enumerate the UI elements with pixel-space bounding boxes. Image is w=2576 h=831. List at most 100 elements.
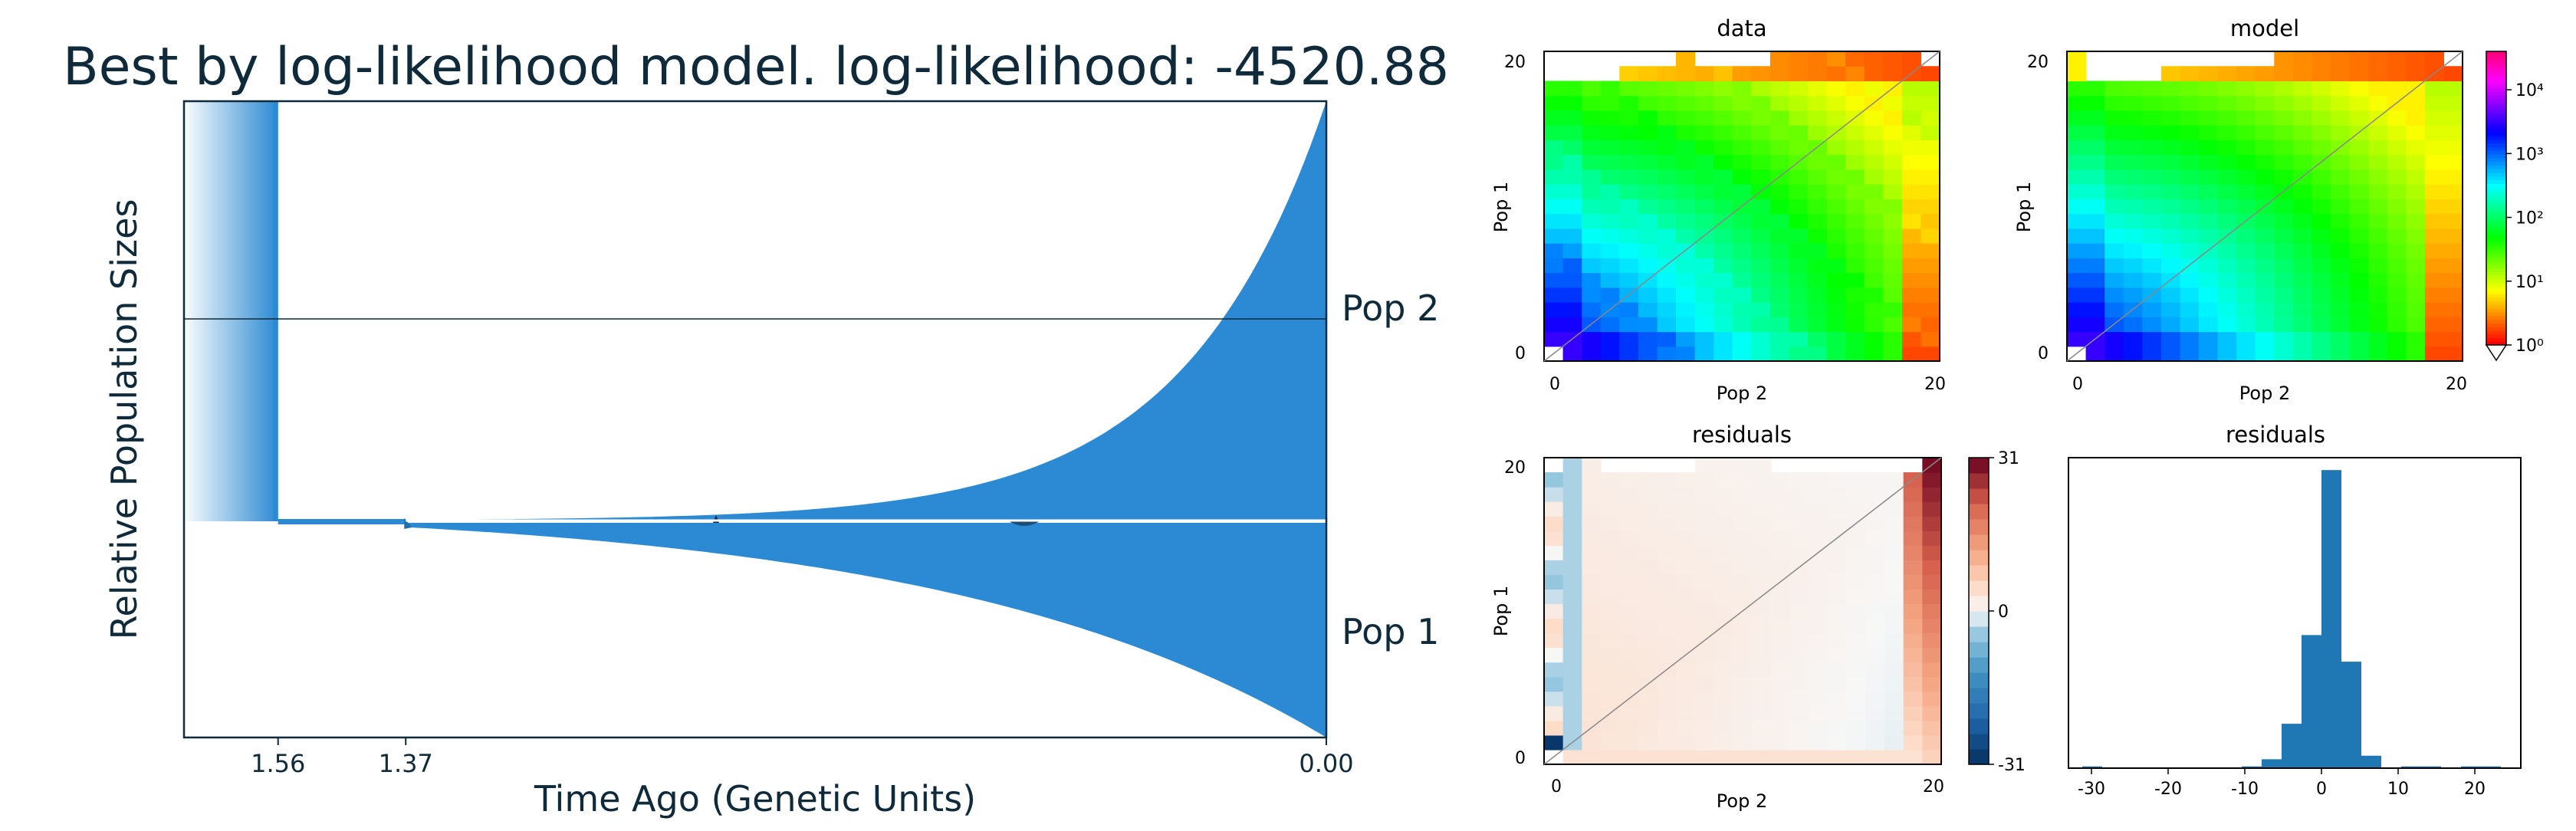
residual-cell: [1733, 676, 1753, 692]
residual-cell: [1752, 618, 1772, 634]
heatmap-cell: [2443, 272, 2463, 288]
heatmap-cell: [1544, 287, 1564, 303]
heatmap-cell: [1769, 228, 1790, 244]
heatmap-cell: [1789, 317, 1809, 333]
residual-cell: [1544, 574, 1564, 590]
colorbar-segment: [2486, 278, 2506, 284]
residual-cell: [1733, 749, 1753, 765]
residual-cell: [1562, 472, 1582, 488]
heatmap-cell: [1562, 228, 1582, 244]
heatmap-cell: [2424, 243, 2445, 258]
heatmap-cell: [2292, 125, 2313, 141]
heatmap-cell: [1562, 287, 1582, 303]
heatmap-cell: [1694, 125, 1714, 141]
heatmap-cell: [2368, 169, 2388, 185]
colorbar-segment: [2486, 231, 2506, 235]
heatmap-cell: [2085, 302, 2105, 317]
colorbar-tick-label: 10¹: [2515, 273, 2544, 292]
heatmap-cell: [1883, 184, 1903, 199]
heatmap-cell: [2236, 228, 2256, 244]
heatmap-cell: [2406, 302, 2426, 317]
residual-cell: [1619, 705, 1639, 721]
heatmap-cell: [1694, 272, 1714, 288]
heatmap-cell: [1676, 199, 1696, 215]
heatmap-cell: [1769, 66, 1790, 82]
pop1-label: Pop 1: [1342, 611, 1439, 652]
heatmap-cell: [1619, 272, 1639, 288]
heatmap-cell: [1714, 154, 1733, 170]
heatmap-cell: [1657, 110, 1677, 126]
heatmap-cell: [2331, 302, 2351, 317]
heatmap-cell: [2387, 66, 2407, 82]
histogram-bar: [2302, 635, 2321, 768]
residual-cell: [1638, 632, 1658, 649]
sfs-data-ytick-20: 20: [1504, 53, 1526, 72]
residual-cell: [1809, 705, 1829, 721]
heatmap-cell: [1808, 272, 1828, 288]
heatmap-cell: [1694, 66, 1714, 82]
heatmap-cell: [2160, 154, 2181, 170]
sfs-residuals-cells: [1544, 458, 1942, 765]
heatmap-cell: [2236, 169, 2256, 185]
heatmap-cell: [1921, 95, 1940, 111]
residual-cell: [1544, 691, 1564, 707]
heatmap-cell: [1845, 95, 1865, 111]
heatmap-cell: [2274, 302, 2294, 317]
heatmap-cell: [1769, 184, 1790, 199]
residual-cell: [1676, 487, 1696, 502]
residual-cell: [1582, 560, 1602, 575]
heatmap-cell: [2199, 110, 2219, 126]
colorbar-segment: [2486, 241, 2506, 247]
heatmap-cell: [2274, 243, 2294, 258]
heatmap-cell: [1676, 154, 1696, 170]
heatmap-cell: [2217, 66, 2237, 82]
heatmap-cell: [1808, 346, 1828, 362]
colorbar-segment: [2486, 264, 2506, 269]
heatmap-cell: [2217, 258, 2237, 274]
heatmap-cell: [1864, 169, 1884, 185]
residual-cell: [1695, 589, 1715, 605]
heatmap-cell: [2274, 258, 2294, 274]
colorbar-segment: [2486, 304, 2506, 309]
heatmap-cell: [2368, 317, 2388, 333]
heatmap-cell: [2331, 154, 2351, 170]
heatmap-cell: [2292, 331, 2313, 347]
heatmap-cell: [2199, 287, 2219, 303]
heatmap-cell: [2199, 228, 2219, 244]
heatmap-cell: [1714, 302, 1733, 317]
heatmap-cell: [1769, 317, 1790, 333]
residual-cell: [1771, 734, 1791, 751]
residual-cell: [1601, 647, 1621, 663]
heatmap-cell: [2255, 95, 2275, 111]
heatmap-cell: [2292, 287, 2313, 303]
residual-cell: [1601, 516, 1621, 531]
colorbar-segment: [2486, 271, 2506, 276]
heatmap-cell: [2180, 331, 2200, 347]
heatmap-cell: [1845, 154, 1865, 170]
heatmap-cell: [2349, 228, 2369, 244]
colorbar-segment: [2486, 319, 2506, 324]
heatmap-cell: [2085, 95, 2105, 111]
residual-cell: [1828, 720, 1848, 736]
residual-cell: [1562, 589, 1582, 605]
heatmap-cell: [2312, 66, 2331, 82]
colorbar-segment: [2486, 224, 2506, 228]
heatmap-cell: [2067, 140, 2087, 156]
heatmap-cell: [1676, 346, 1696, 362]
heatmap-cell: [1657, 287, 1677, 303]
heatmap-cell: [2085, 125, 2105, 141]
heatmap-cell: [1751, 80, 1771, 97]
residual-cell: [1733, 632, 1753, 649]
heatmap-cell: [2368, 184, 2388, 199]
residual-cell: [1789, 501, 1809, 517]
histogram-xtick-label: -30: [2078, 780, 2105, 799]
heatmap-cell: [2443, 228, 2463, 244]
heatmap-cell: [1694, 213, 1714, 229]
heatmap-cell: [2312, 80, 2331, 97]
sfs-data-ytick-0: 0: [1515, 344, 1526, 363]
residual-cell: [1828, 516, 1848, 531]
heatmap-cell: [1582, 213, 1602, 229]
heatmap-cell: [1600, 110, 1620, 126]
heatmap-cell: [1694, 184, 1714, 199]
heatmap-cell: [2292, 258, 2313, 274]
